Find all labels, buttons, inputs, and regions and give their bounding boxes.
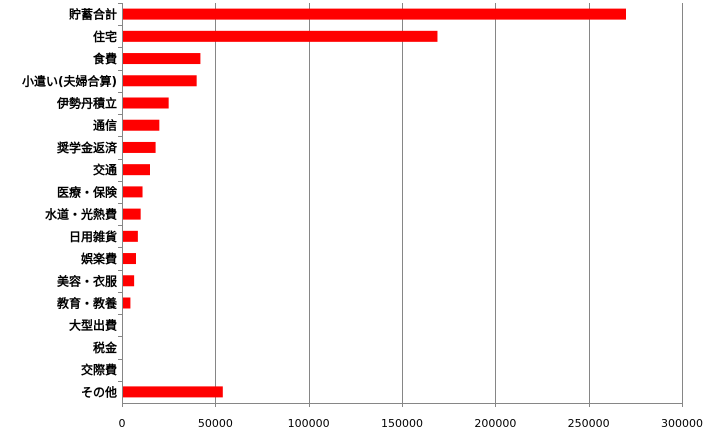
- category-label: 伊勢丹積立: [56, 96, 117, 111]
- bar: [123, 141, 156, 153]
- category-label: 日用雑貨: [69, 229, 117, 244]
- bar: [123, 186, 143, 198]
- category-label: 税金: [93, 340, 118, 355]
- category-label: 水道・光熱費: [45, 207, 117, 222]
- category-label: 通信: [93, 118, 117, 133]
- bar: [123, 297, 131, 309]
- bar: [123, 97, 169, 109]
- bar: [123, 275, 135, 287]
- bar: [123, 386, 223, 398]
- category-label: 交際費: [81, 362, 117, 377]
- x-tick-label: 250000: [568, 417, 610, 430]
- category-label: 医療・保険: [57, 184, 118, 199]
- x-tick-label: 0: [119, 417, 126, 430]
- bar: [123, 8, 626, 20]
- category-label: 大型出費: [69, 318, 117, 333]
- category-label: 貯蓄合計: [69, 7, 117, 22]
- x-tick-label: 300000: [661, 417, 703, 430]
- x-tick-label: 200000: [474, 417, 516, 430]
- category-label: 食費: [92, 51, 117, 66]
- x-tick-label: 150000: [381, 417, 423, 430]
- bar: [123, 253, 136, 265]
- bar: [123, 119, 160, 131]
- category-label: 美容・衣服: [57, 273, 118, 288]
- category-label: その他: [81, 384, 117, 399]
- bar: [123, 164, 150, 176]
- category-label: 小遣い(夫婦合算): [22, 73, 117, 88]
- x-tick-labels: 0 50000 100000 150000 200000 250000 300000: [119, 417, 704, 430]
- gridlines: [215, 3, 683, 403]
- bar: [123, 30, 438, 42]
- x-tick-label: 100000: [288, 417, 330, 430]
- category-label: 奨学金返済: [56, 140, 118, 155]
- bar: [123, 230, 138, 242]
- category-label: 住宅: [93, 29, 117, 44]
- bar: [123, 208, 141, 220]
- bar: [123, 75, 197, 87]
- bars: [123, 8, 626, 398]
- axes: [118, 3, 683, 407]
- category-label: 教育・教養: [56, 296, 117, 311]
- bar: [123, 53, 201, 65]
- category-label: 交通: [93, 162, 117, 177]
- category-label: 娯楽費: [81, 251, 117, 266]
- x-tick-label: 50000: [198, 417, 233, 430]
